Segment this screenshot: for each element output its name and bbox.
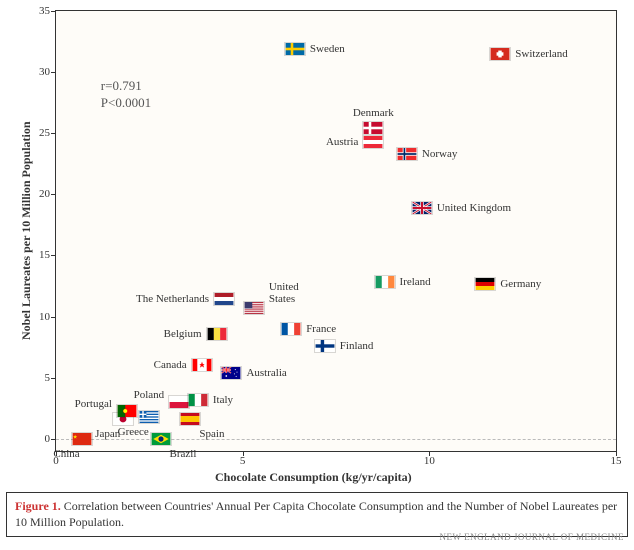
flag-ireland [374,275,396,289]
y-tick: 5 [45,372,57,384]
label-japan: Japan [95,428,120,440]
flag-sweden [284,42,306,56]
label-australia: Australia [246,367,286,379]
label-greece: Greece [118,426,149,438]
flag-denmark [362,121,384,135]
x-tick: 15 [611,451,622,467]
figure-number: Figure 1. [15,499,61,513]
label-finland: Finland [340,340,374,352]
label-austria: Austria [326,136,358,148]
label-united-kingdom: United Kingdom [437,202,511,214]
x-tick: 5 [240,451,246,467]
y-tick: 25 [39,127,56,139]
flag-norway [396,147,418,161]
label-sweden: Sweden [310,43,345,55]
flag-canada [191,358,213,372]
label-spain: Spain [199,428,224,440]
label-france: France [306,323,336,335]
x-axis-label: Chocolate Consumption (kg/yr/capita) [215,470,412,485]
flag-greece [138,410,160,424]
label-brazil: Brazil [170,448,197,460]
y-tick: 20 [39,188,56,200]
figure-caption: Figure 1. Correlation between Countries'… [6,492,628,537]
label-united-states: UnitedStates [269,281,299,305]
y-tick: 10 [39,311,56,323]
flag-spain [179,412,201,426]
flag-finland [314,339,336,353]
y-tick: 0 [45,433,57,445]
label-germany: Germany [500,278,541,290]
flag-austria [362,135,384,149]
label-belgium: Belgium [164,328,202,340]
label-norway: Norway [422,148,457,160]
flag-portugal [116,404,138,418]
label-the-netherlands: The Netherlands [136,293,209,305]
label-china: China [53,448,79,460]
flag-the-netherlands [213,292,235,306]
label-italy: Italy [213,394,233,406]
y-axis-label: Nobel Laureates per 10 Million Populatio… [19,121,34,340]
zero-line [56,439,616,440]
flag-brazil [150,432,172,446]
caption-text: Correlation between Countries' Annual Pe… [15,499,617,529]
scatter-plot: r=0.791 P<0.0001 05101520253035051015Chi… [55,10,617,452]
label-poland: Poland [134,389,165,401]
label-canada: Canada [154,359,187,371]
flag-germany [474,277,496,291]
flag-italy [187,393,209,407]
flag-france [280,322,302,336]
label-switzerland: Switzerland [515,48,568,60]
r-value: r=0.791 [101,78,151,95]
flag-switzerland [489,47,511,61]
x-tick: 10 [424,451,435,467]
y-tick: 30 [39,66,56,78]
label-ireland: Ireland [400,276,431,288]
flag-united-states [243,301,265,315]
flag-united-kingdom [411,201,433,215]
y-tick: 15 [39,249,56,261]
label-portugal: Portugal [75,398,112,410]
flag-china [71,432,93,446]
stats-text: r=0.791 P<0.0001 [101,78,151,112]
p-value: P<0.0001 [101,95,151,112]
y-tick: 35 [39,5,56,17]
flag-australia [220,366,242,380]
flag-belgium [206,327,228,341]
credit-text: NEW ENGLAND JOURNAL OF MEDICINE [440,532,625,542]
label-denmark: Denmark [353,107,394,119]
